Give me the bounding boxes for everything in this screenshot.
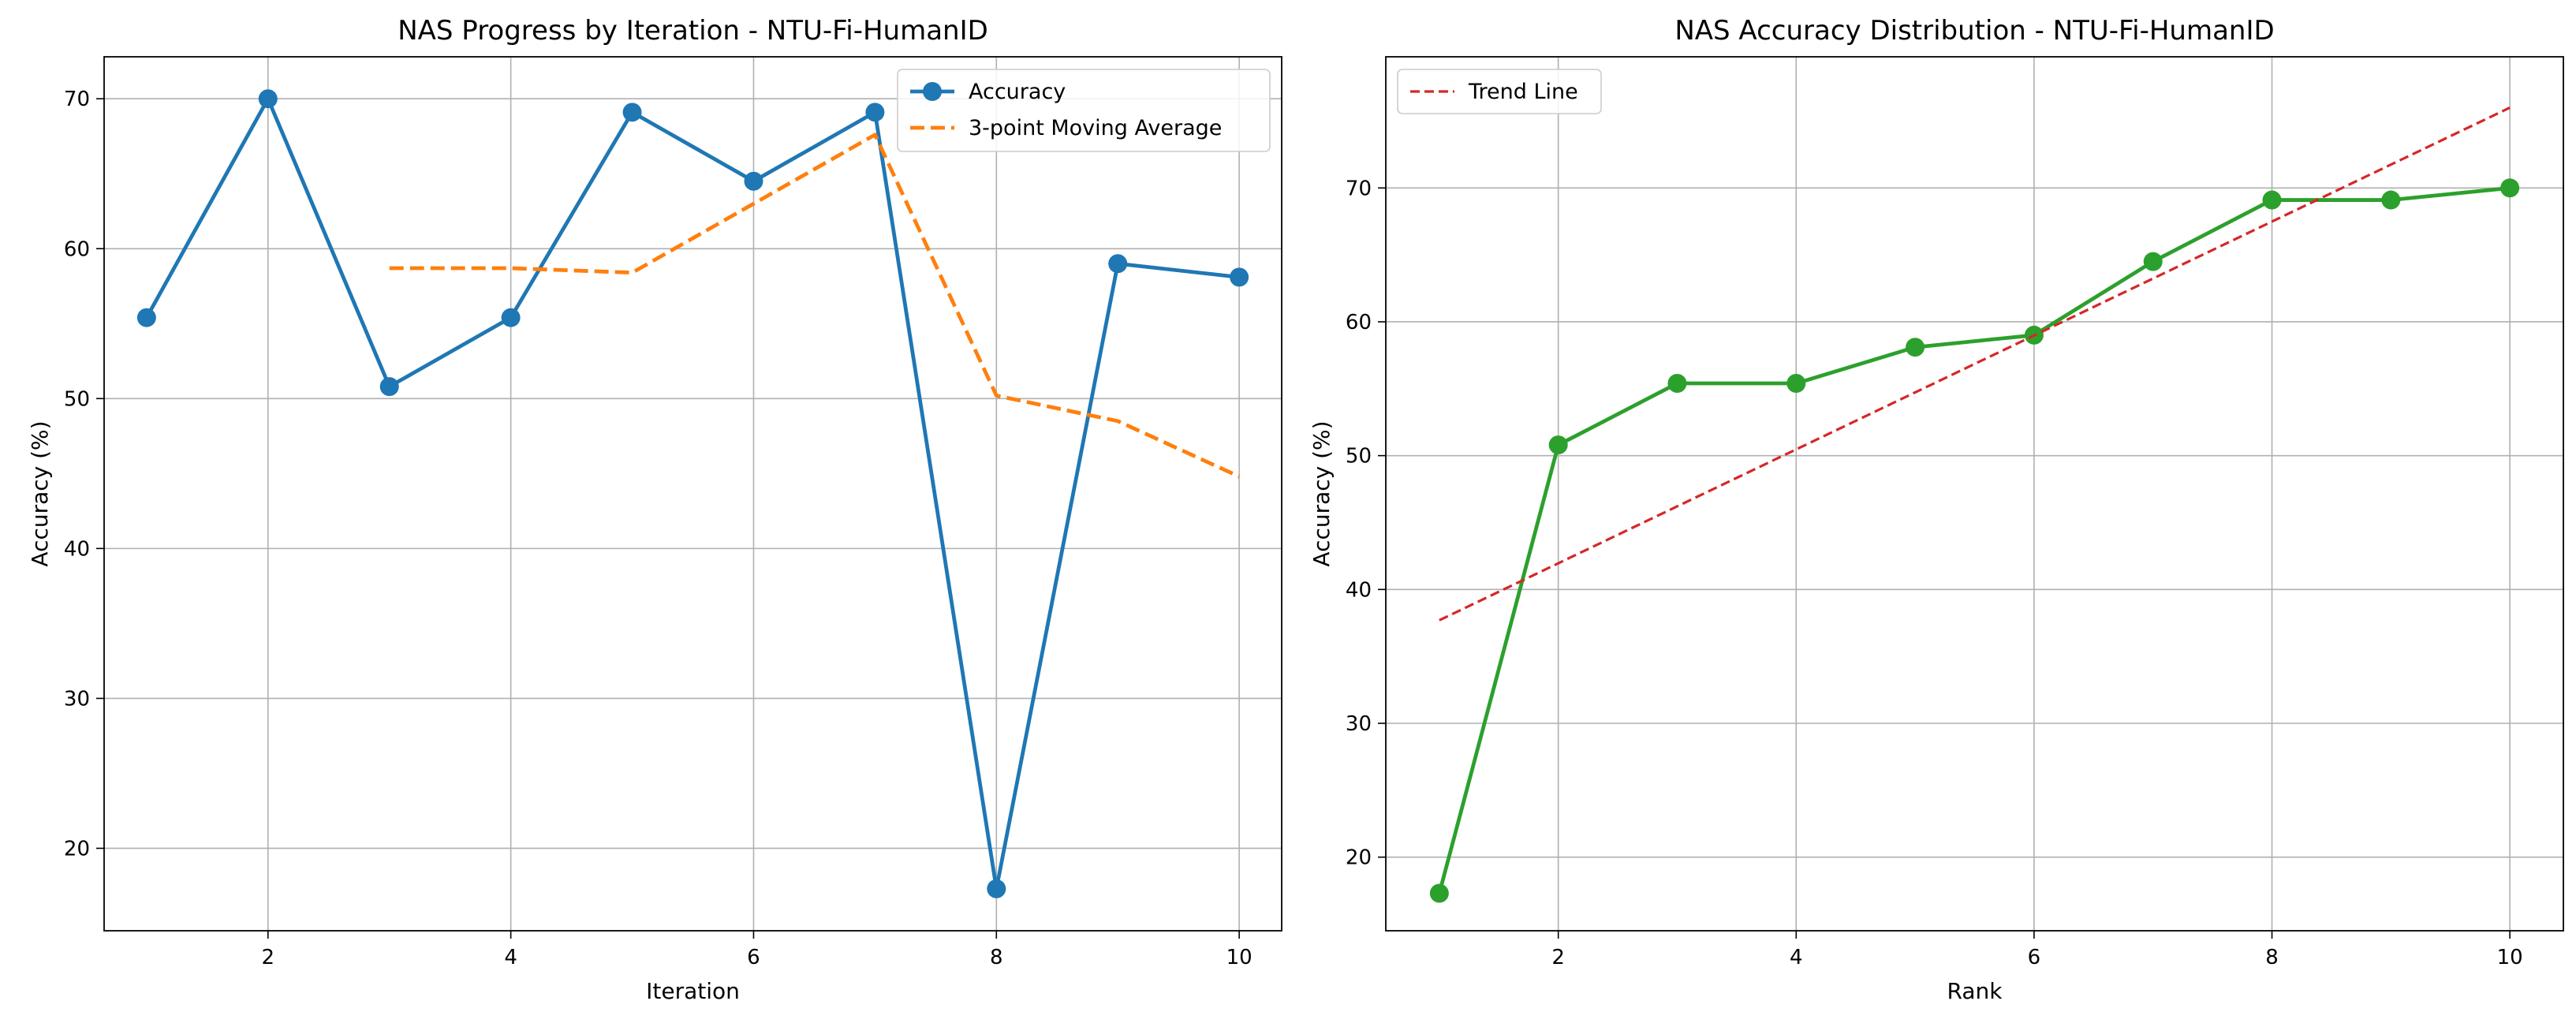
y-tick-label: 60 [1346,311,1372,334]
legend-label: 3-point Moving Average [969,116,1222,140]
x-tick-label: 4 [504,946,517,969]
x-tick-label: 4 [1790,946,1803,969]
x-tick-label: 2 [1551,946,1565,969]
data-point [1667,374,1687,394]
y-axis-label: Accuracy (%) [27,420,53,566]
y-tick-label: 40 [64,537,90,561]
legend-box [1397,69,1602,114]
data-point [1786,374,1806,394]
y-tick-label: 30 [64,687,90,711]
data-point [1108,254,1128,274]
chart-panel-2: 2 4 6 8 10 20 30 40 50 60 70 NAS Accuracy Distribut… [1309,15,2564,1004]
series-line-1 [144,96,1240,891]
data-point [2500,178,2520,198]
y-tick-label: 40 [1346,578,1372,602]
legend-label: Accuracy [969,80,1066,104]
series-line-1 [1437,185,2511,894]
chart-panel-1: 2 4 6 8 10 20 30 40 50 60 70 NAS Progress by Iterat… [27,15,1282,1004]
legend: Accuracy 3-point Moving Average [897,69,1271,152]
x-tick-label: 6 [747,946,760,969]
chart-title: NAS Accuracy Distribution - NTU-Fi-Human… [1674,15,2274,47]
data-point [622,103,642,122]
x-tick-label: 8 [2265,946,2279,969]
x-tick-label: 10 [1226,946,1253,969]
data-point [744,171,763,191]
y-tick-label: 30 [1346,712,1372,736]
data-point [865,103,885,122]
data-point [2143,252,2163,271]
data-point [1548,435,1568,455]
y-tick-label: 20 [64,837,90,861]
data-point [1906,338,1925,357]
legend-label: Trend Line [1468,80,1578,104]
y-tick-label: 20 [1346,846,1372,870]
y-tick-label: 50 [64,387,90,411]
plot-frame [1385,56,2564,932]
data-point [258,89,278,109]
data-point [379,377,399,397]
x-tick-label: 2 [262,946,275,969]
data-point [2381,190,2401,210]
data-point [1429,883,1449,903]
y-tick-label: 50 [1346,445,1372,469]
x-tick-label: 6 [2028,946,2041,969]
legend-box [897,69,1271,152]
chart-title: NAS Progress by Iteration - NTU-Fi-Human… [398,15,988,47]
y-tick-label: 70 [64,88,90,111]
y-tick-label: 60 [64,237,90,261]
data-point [136,308,156,327]
x-tick-label: 10 [2497,946,2523,969]
x-axis-label: Iteration [646,978,740,1004]
data-point [501,308,521,327]
legend: Trend Line [1397,69,1602,114]
data-point [2262,190,2282,210]
plot-frame [103,56,1282,932]
x-tick-label: 8 [990,946,1003,969]
x-axis-label: Rank [1947,978,2003,1004]
y-tick-label: 70 [1346,177,1372,200]
legend-marker [923,82,942,101]
series-line-2 [389,133,1241,479]
y-axis-label: Accuracy (%) [1309,420,1335,566]
data-point [987,879,1006,898]
data-point [1230,267,1249,287]
